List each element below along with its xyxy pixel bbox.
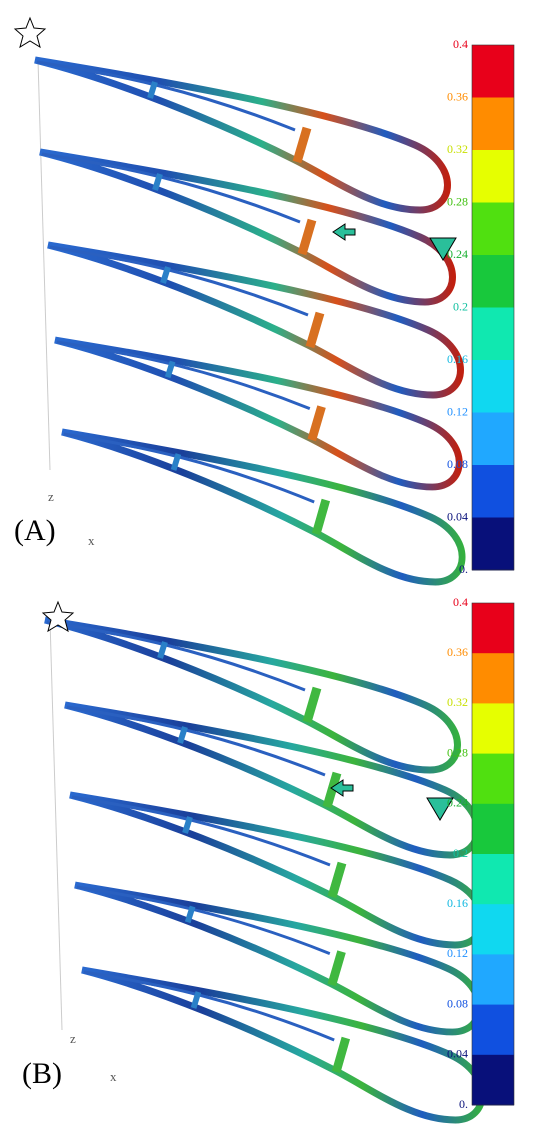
- arrow-marker: [330, 779, 354, 797]
- colorbar-tick-label: 0.36: [447, 89, 468, 103]
- triangle-marker: [429, 237, 457, 261]
- colorbar-band: [472, 854, 514, 905]
- colorbar-band: [472, 753, 514, 805]
- arrow-marker: [332, 223, 356, 241]
- colorbar-tick-label: 0.04: [447, 509, 468, 523]
- colorbar-band: [472, 412, 514, 466]
- colorbar-tick-label: 0.24: [447, 247, 468, 261]
- colorbar-tick-label: 0.36: [447, 645, 468, 659]
- colorbar-band: [472, 150, 514, 203]
- colorbar-tick-label: 0.16: [447, 896, 468, 910]
- colorbar-band: [472, 653, 514, 704]
- colorbar-band: [472, 1054, 514, 1106]
- axis-label: x: [88, 533, 95, 548]
- colorbar-band: [472, 360, 514, 413]
- panel-label: (B): [22, 1057, 62, 1090]
- colorbar-band: [472, 803, 514, 855]
- colorbar-tick-label: 0.08: [447, 457, 468, 471]
- colorbar-tick-label: 0.28: [447, 745, 468, 759]
- colorbar-tick-label: 0.4: [453, 595, 468, 609]
- axis-label: z: [48, 489, 54, 504]
- axis-label: x: [110, 1069, 117, 1084]
- colorbar-tick-label: 0.4: [453, 37, 468, 51]
- colorbar-band: [472, 517, 514, 571]
- panel-label: (A): [14, 514, 56, 547]
- colorbar-tick-label: 0.32: [447, 695, 468, 709]
- colorbar-tick-label: 0.2: [453, 846, 468, 860]
- colorbar-tick-label: 0.12: [447, 946, 468, 960]
- colorbar-band: [472, 603, 514, 654]
- colorbar-band: [472, 954, 514, 1006]
- colorbar-tick-label: 0.04: [447, 1047, 468, 1061]
- panel-a-geometry: [13, 16, 462, 582]
- colorbar-band: [472, 202, 514, 256]
- colorbar-band: [472, 703, 514, 755]
- colorbar-band: [472, 307, 514, 361]
- axis-label: z: [70, 1031, 76, 1046]
- colorbar-tick-label: 0.28: [447, 194, 468, 208]
- colorbar-tick-label: 0.12: [447, 404, 468, 418]
- colorbar-band: [472, 1004, 514, 1056]
- colorbar-tick-label: 0.32: [447, 142, 468, 156]
- colorbar-band: [472, 45, 514, 98]
- colorbar-band: [472, 255, 514, 308]
- colorbar-tick-label: 0.: [459, 562, 468, 576]
- colorbar-tick-label: 0.24: [447, 796, 468, 810]
- star-marker: [41, 600, 75, 633]
- colorbar-tick-label: 0.: [459, 1097, 468, 1111]
- colorbar-band: [472, 465, 514, 518]
- panel-b-geometry: [41, 600, 483, 1120]
- star-marker: [13, 16, 47, 49]
- colorbar-frame: [471, 602, 515, 1106]
- colorbar-band: [472, 904, 514, 955]
- triangle-marker: [426, 797, 454, 821]
- colorbar-tick-label: 0.08: [447, 996, 468, 1010]
- colorbar-frame: [471, 44, 515, 571]
- colorbar-band: [472, 97, 514, 151]
- colorbar-tick-label: 0.16: [447, 352, 468, 366]
- colorbar-tick-label: 0.2: [453, 299, 468, 313]
